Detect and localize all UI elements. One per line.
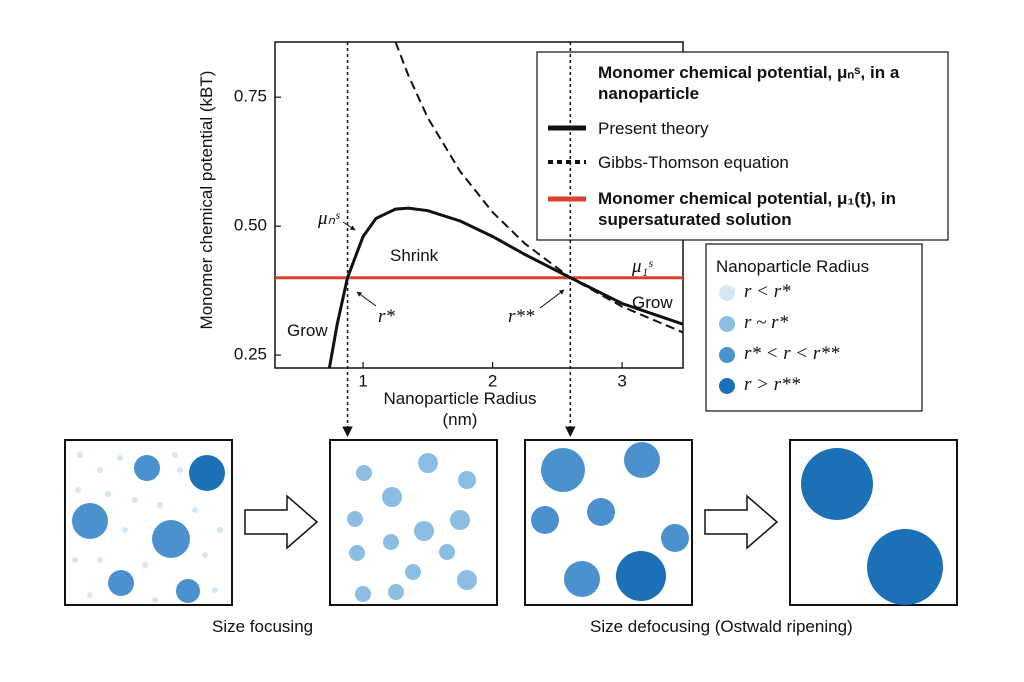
particle [531, 506, 559, 534]
particle [383, 534, 399, 550]
particle [414, 521, 434, 541]
annotation: Shrink [390, 246, 439, 265]
particle [450, 510, 470, 530]
particle [867, 529, 943, 605]
particle [152, 597, 158, 603]
series-line [394, 42, 683, 334]
particle [217, 527, 223, 533]
annotation: Grow [632, 293, 673, 312]
panel [64, 439, 233, 606]
panel [524, 439, 693, 606]
particle [439, 544, 455, 560]
particle [661, 524, 689, 552]
particle [142, 562, 148, 568]
caption: Size defocusing (Ostwald ripening) [590, 617, 853, 636]
particle [418, 453, 438, 473]
particle [616, 551, 666, 601]
x-tick-label: 3 [617, 371, 626, 390]
y-tick-label: 0.75 [234, 87, 267, 106]
particle [189, 455, 225, 491]
particle [72, 503, 108, 539]
particle [355, 586, 371, 602]
particle [457, 570, 477, 590]
particle [564, 561, 600, 597]
legend-label: Monomer chemical potential, μ₁(t), in su… [598, 189, 896, 229]
pointer [342, 221, 356, 231]
particle-legend-label: r > r** [744, 374, 801, 395]
annotation: μ₁ˢ [632, 256, 653, 277]
particle [134, 455, 160, 481]
x-axis-label: Nanoparticle Radius (nm) [383, 389, 537, 429]
particle [192, 507, 198, 513]
legend-dot [719, 316, 735, 332]
y-axis-label: Monomer chemical potential (kBT) [197, 70, 216, 330]
particle [75, 487, 81, 493]
particle [77, 452, 83, 458]
particle [347, 511, 363, 527]
caption: Size focusing [212, 617, 314, 636]
particle [202, 552, 208, 558]
y-tick-label: 0.25 [234, 345, 267, 364]
particle [172, 452, 178, 458]
panel [789, 439, 958, 606]
particle-legend-label: r < r* [744, 281, 791, 302]
particle-legend-box [705, 243, 923, 412]
particle [97, 557, 103, 563]
pointer [356, 291, 377, 307]
particle-legend-label: r* < r < r** [744, 343, 840, 364]
annotation: r** [508, 306, 535, 327]
annotation: μₙˢ [318, 208, 340, 229]
annotation: r* [378, 306, 395, 327]
particle [388, 584, 404, 600]
particle-legend-label: r ~ r* [744, 312, 789, 333]
particle [458, 471, 476, 489]
series-line [327, 206, 683, 368]
pointer [539, 289, 565, 309]
x-tick-label: 1 [358, 371, 367, 390]
particle [541, 448, 585, 492]
arrow [244, 494, 319, 550]
panel [329, 439, 498, 606]
annotation: Grow [287, 321, 328, 340]
particle-legend-title: Nanoparticle Radius [716, 257, 870, 276]
particle [152, 520, 190, 558]
particle [177, 467, 183, 473]
particle [108, 570, 134, 596]
particle [72, 557, 78, 563]
legend-dot [719, 285, 735, 301]
legend-title: Monomer chemical potential, μₙˢ, in a na… [598, 63, 900, 103]
particle [587, 498, 615, 526]
legend-label: Present theory [598, 119, 709, 138]
particle [405, 564, 421, 580]
particle [132, 497, 138, 503]
particle [157, 502, 163, 508]
particle [176, 579, 200, 603]
panels [64, 439, 958, 606]
particle [356, 465, 372, 481]
y-tick-label: 0.50 [234, 216, 267, 235]
particle [801, 448, 873, 520]
legend-box [536, 51, 949, 241]
legend-dot [719, 378, 735, 394]
arrow [704, 494, 779, 550]
particle [87, 592, 93, 598]
particle [105, 491, 111, 497]
legend-dot [719, 347, 735, 363]
particle [624, 442, 660, 478]
x-tick-label: 2 [488, 371, 497, 390]
particle [97, 467, 103, 473]
particle [212, 587, 218, 593]
legend-label: Gibbs-Thomson equation [598, 153, 789, 172]
particle [117, 455, 123, 461]
particle [382, 487, 402, 507]
particle [349, 545, 365, 561]
particle [122, 527, 128, 533]
